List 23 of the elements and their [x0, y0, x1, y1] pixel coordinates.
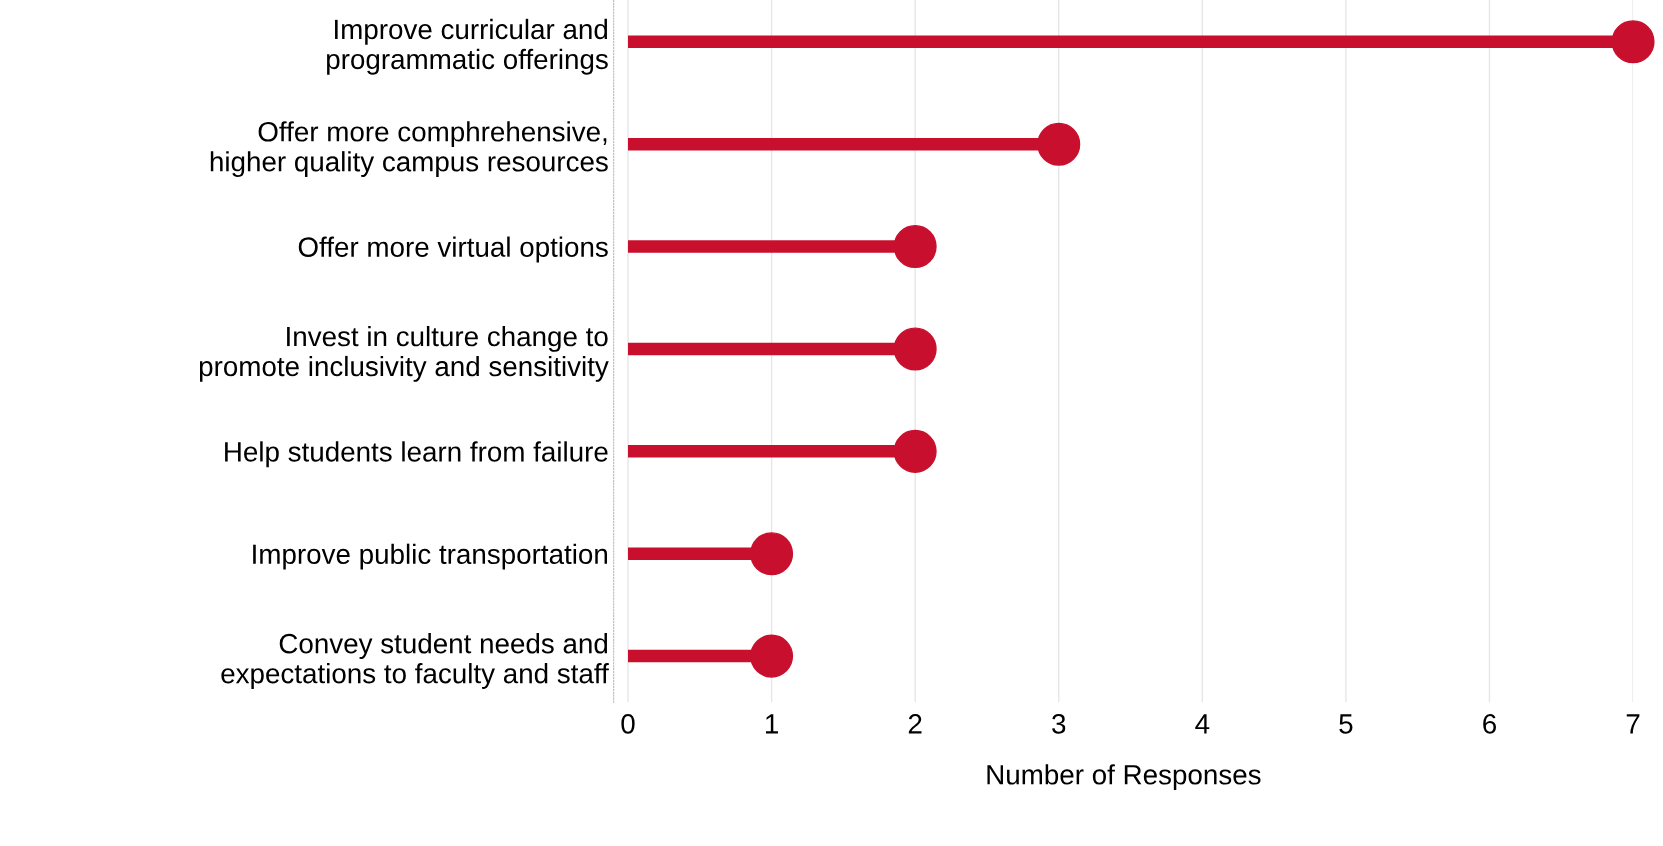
- y-tick-label: Convey student needs and expectations to faculty and staff: [221, 633, 609, 689]
- x-tick-label: 7: [1626, 714, 1640, 734]
- point: [750, 634, 794, 678]
- point: [750, 532, 794, 576]
- point: [893, 327, 937, 371]
- y-tick-label: Invest in culture change to promote inclusivity and sensitivity: [199, 325, 609, 382]
- x-tick-label: 2: [908, 714, 922, 734]
- x-tick-label: 4: [1195, 714, 1210, 734]
- x-tick-label: 0: [621, 714, 635, 734]
- y-tick-label: Improve public transportation: [253, 543, 608, 570]
- x-axis-title: Number of Responses: [987, 764, 1261, 791]
- point: [893, 225, 937, 269]
- y-tick-label: Help students learn from failure: [225, 441, 608, 468]
- x-tick-label: 1: [765, 714, 778, 734]
- point: [893, 429, 937, 473]
- x-tick-label: 5: [1339, 714, 1353, 734]
- y-tick-label: Improve curricular and programmatic offerings: [327, 18, 608, 75]
- point: [1037, 122, 1081, 166]
- x-tick-label: 6: [1483, 714, 1496, 734]
- point: [1611, 20, 1655, 64]
- x-tick-label: 3: [1052, 714, 1066, 734]
- y-tick-label: Offer more comphrehensive, higher quality campus resources: [210, 121, 608, 178]
- y-tick-label: Offer more virtual options: [298, 236, 608, 263]
